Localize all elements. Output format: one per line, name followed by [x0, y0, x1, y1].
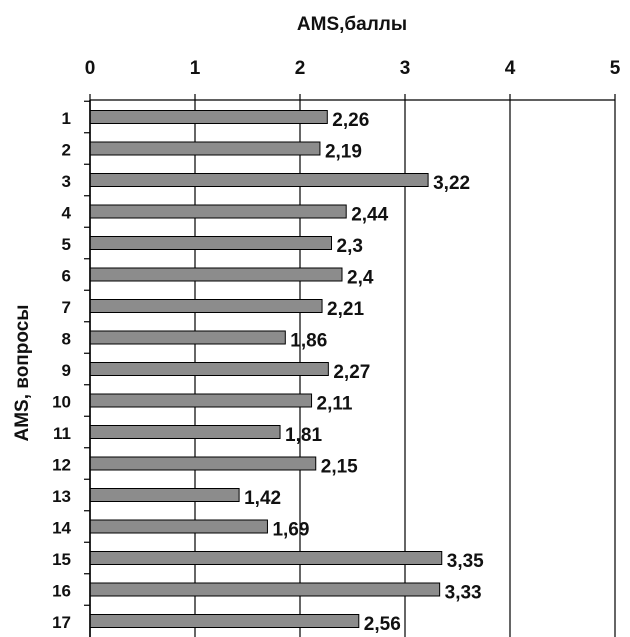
- category-label: 3: [62, 172, 71, 191]
- data-label: 2,26: [332, 110, 369, 131]
- y-axis-label: AMS, вопросы: [12, 304, 33, 441]
- bar: [89, 456, 317, 471]
- axis-lines: [84, 94, 616, 637]
- x-tick-label: 5: [610, 58, 621, 79]
- bar: [89, 551, 443, 565]
- category-label: 5: [62, 235, 71, 254]
- data-label: 1,69: [272, 520, 309, 541]
- data-label: 2,3: [337, 236, 363, 257]
- data-label: 1,86: [290, 331, 327, 352]
- bar: [89, 299, 323, 313]
- category-label: 4: [62, 204, 72, 223]
- category-label: 13: [52, 487, 71, 506]
- bar: [89, 330, 286, 345]
- bar: [89, 204, 347, 219]
- data-label: 1,42: [244, 488, 281, 509]
- data-label: 3,22: [433, 173, 470, 194]
- category-label: 1: [62, 109, 71, 128]
- category-label: 17: [52, 613, 71, 632]
- data-label: 3,35: [447, 551, 484, 572]
- data-label: 2,15: [321, 457, 358, 478]
- category-label: 6: [62, 267, 71, 286]
- x-tick-labels: 0 1 2 3 4 5: [85, 58, 621, 79]
- category-label: 2: [62, 141, 71, 160]
- data-label: 2,27: [333, 362, 370, 383]
- category-label: 8: [62, 330, 71, 349]
- category-label: 10: [52, 393, 71, 412]
- x-tick-label: 2: [295, 58, 306, 79]
- category-label: 14: [52, 519, 71, 538]
- data-label: 2,21: [327, 299, 364, 320]
- bar: [89, 173, 429, 187]
- data-label: 2,4: [347, 268, 374, 289]
- data-label: 3,33: [445, 583, 482, 604]
- x-tick-label: 3: [400, 58, 411, 79]
- data-labels: 2,26 2,19 3,22 2,44 2,3 2,4 2,211,86 2,27 2,11 1,…: [244, 110, 484, 635]
- bar: [89, 519, 268, 534]
- data-label: 2,19: [325, 142, 362, 163]
- category-label: 7: [62, 298, 71, 317]
- x-tick-label: 4: [505, 58, 516, 79]
- bar: [89, 141, 321, 156]
- data-label: 2,11: [317, 394, 353, 415]
- category-label: 11: [53, 424, 71, 443]
- category-label: 9: [62, 361, 71, 380]
- x-tick-label: 0: [85, 58, 96, 79]
- x-tick-label: 1: [190, 58, 201, 79]
- category-label: 15: [52, 550, 71, 569]
- category-label: 16: [52, 582, 71, 601]
- bar: [89, 488, 240, 502]
- data-label: 1,81: [285, 425, 322, 446]
- data-label: 2,56: [364, 614, 401, 635]
- bars: [89, 110, 443, 628]
- bar: [89, 425, 281, 439]
- data-label: 2,44: [351, 205, 388, 226]
- bar: [89, 236, 332, 250]
- bar: [89, 614, 360, 628]
- bar: [89, 267, 343, 282]
- x-axis-label: AMS,баллы: [297, 14, 407, 35]
- bar: [89, 362, 329, 376]
- category-label: 12: [52, 456, 71, 475]
- bar: [89, 582, 441, 597]
- bar: [89, 110, 328, 124]
- bar: [89, 393, 313, 408]
